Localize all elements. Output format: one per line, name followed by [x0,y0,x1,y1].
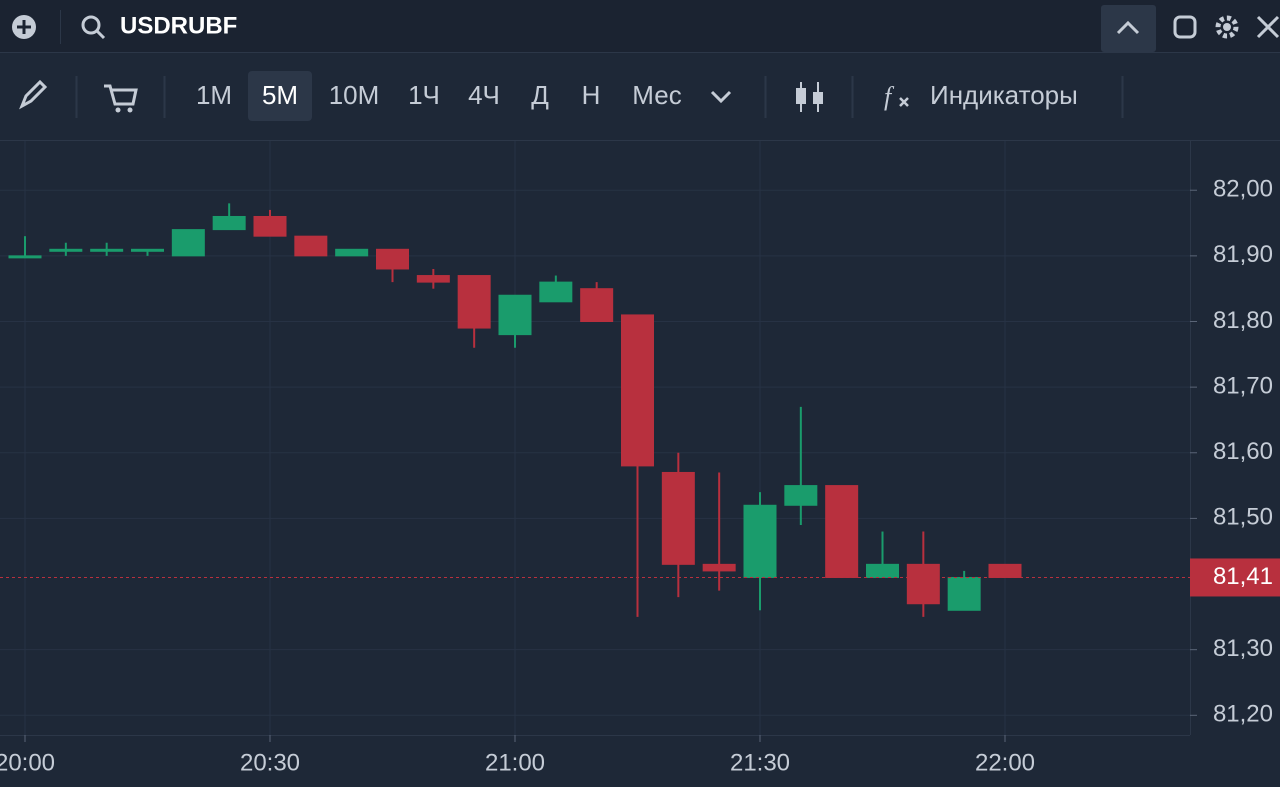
x-tick-label: 22:00 [975,749,1035,776]
y-tick-label: 81,70 [1213,372,1273,399]
last-price-label: 81,41 [1213,563,1273,590]
candle-body [49,248,83,252]
candle-body [784,485,818,506]
candle-body [621,314,654,467]
x-tick-label: 20:30 [240,749,300,776]
candle-body [457,275,491,329]
timeframe[interactable]: 4Ч [468,80,500,110]
cart-icon [115,107,121,113]
candle-body [335,248,369,257]
timeframe[interactable]: Мес [632,80,681,110]
candle-type [813,92,823,104]
top-bar [0,0,1280,52]
candle-body [171,229,205,257]
draw-tool[interactable] [19,79,48,110]
candle-body [212,215,246,231]
timeframe[interactable]: 1М [196,80,232,110]
fx-icon[interactable]: f [884,82,895,111]
y-tick-label: 81,50 [1213,504,1273,531]
timeframe[interactable]: 10М [329,80,380,110]
candle-type [796,88,806,104]
candle-body [580,288,614,322]
cart-icon[interactable] [104,84,138,106]
timeframes: 1М 5М 10М 1Ч 4Ч Д Н Мес [196,71,682,121]
candle-body [253,215,287,237]
y-tick-label: 81,60 [1213,438,1273,465]
toolbar [0,53,1280,140]
timeframe[interactable]: 5М [262,80,298,110]
settings-icon [1223,23,1231,31]
x-tick-label: 20:00 [0,749,55,776]
candle-body [90,248,124,252]
candle-body [661,471,695,565]
timeframe-active [248,71,312,121]
search-icon [95,29,106,40]
candle-body [947,576,981,611]
candle-body [294,235,328,257]
candle-body [539,281,573,303]
indicators[interactable]: Индикаторы [930,80,1078,110]
candle-body [498,294,532,336]
cart-icon [127,107,133,113]
add-icon [17,20,31,34]
collapse-button[interactable] [1101,5,1156,52]
chart: 82,00 81,90 81,80 81,70 81,60 81,50 81,30 81,20… [0,141,1280,776]
y-tick-label: 81,80 [1213,307,1273,334]
window-button[interactable] [1173,15,1197,39]
last-price-box [1190,558,1280,597]
more-timeframes[interactable] [710,90,732,104]
y-tick-label: 81,30 [1213,635,1273,662]
y-tick-label: 82,00 [1213,176,1273,203]
timeframe[interactable]: 1Ч [408,80,440,110]
candle-body [866,563,899,578]
candle-body [376,248,409,270]
fx-icon [899,97,909,107]
x-tick-label: 21:30 [730,749,790,776]
close-button[interactable] [1256,15,1280,39]
x-tick-label: 21:00 [485,749,545,776]
candle-body [906,563,940,605]
chevron-up [1116,20,1140,35]
y-tick-label: 81,90 [1213,241,1273,268]
symbol[interactable]: USDRUBF [120,12,237,39]
search-icon[interactable] [81,15,101,35]
candle-body [825,485,859,578]
candle-body [702,563,736,572]
candle-body [131,248,164,252]
timeframe[interactable]: Н [582,80,601,110]
y-tick-label: 81,20 [1213,701,1273,728]
candle-body [416,275,450,283]
candle-body [743,504,777,578]
settings-button[interactable] [1215,15,1239,39]
candle-body [988,563,1022,578]
candle-body [8,255,42,259]
timeframe[interactable]: Д [531,80,549,110]
